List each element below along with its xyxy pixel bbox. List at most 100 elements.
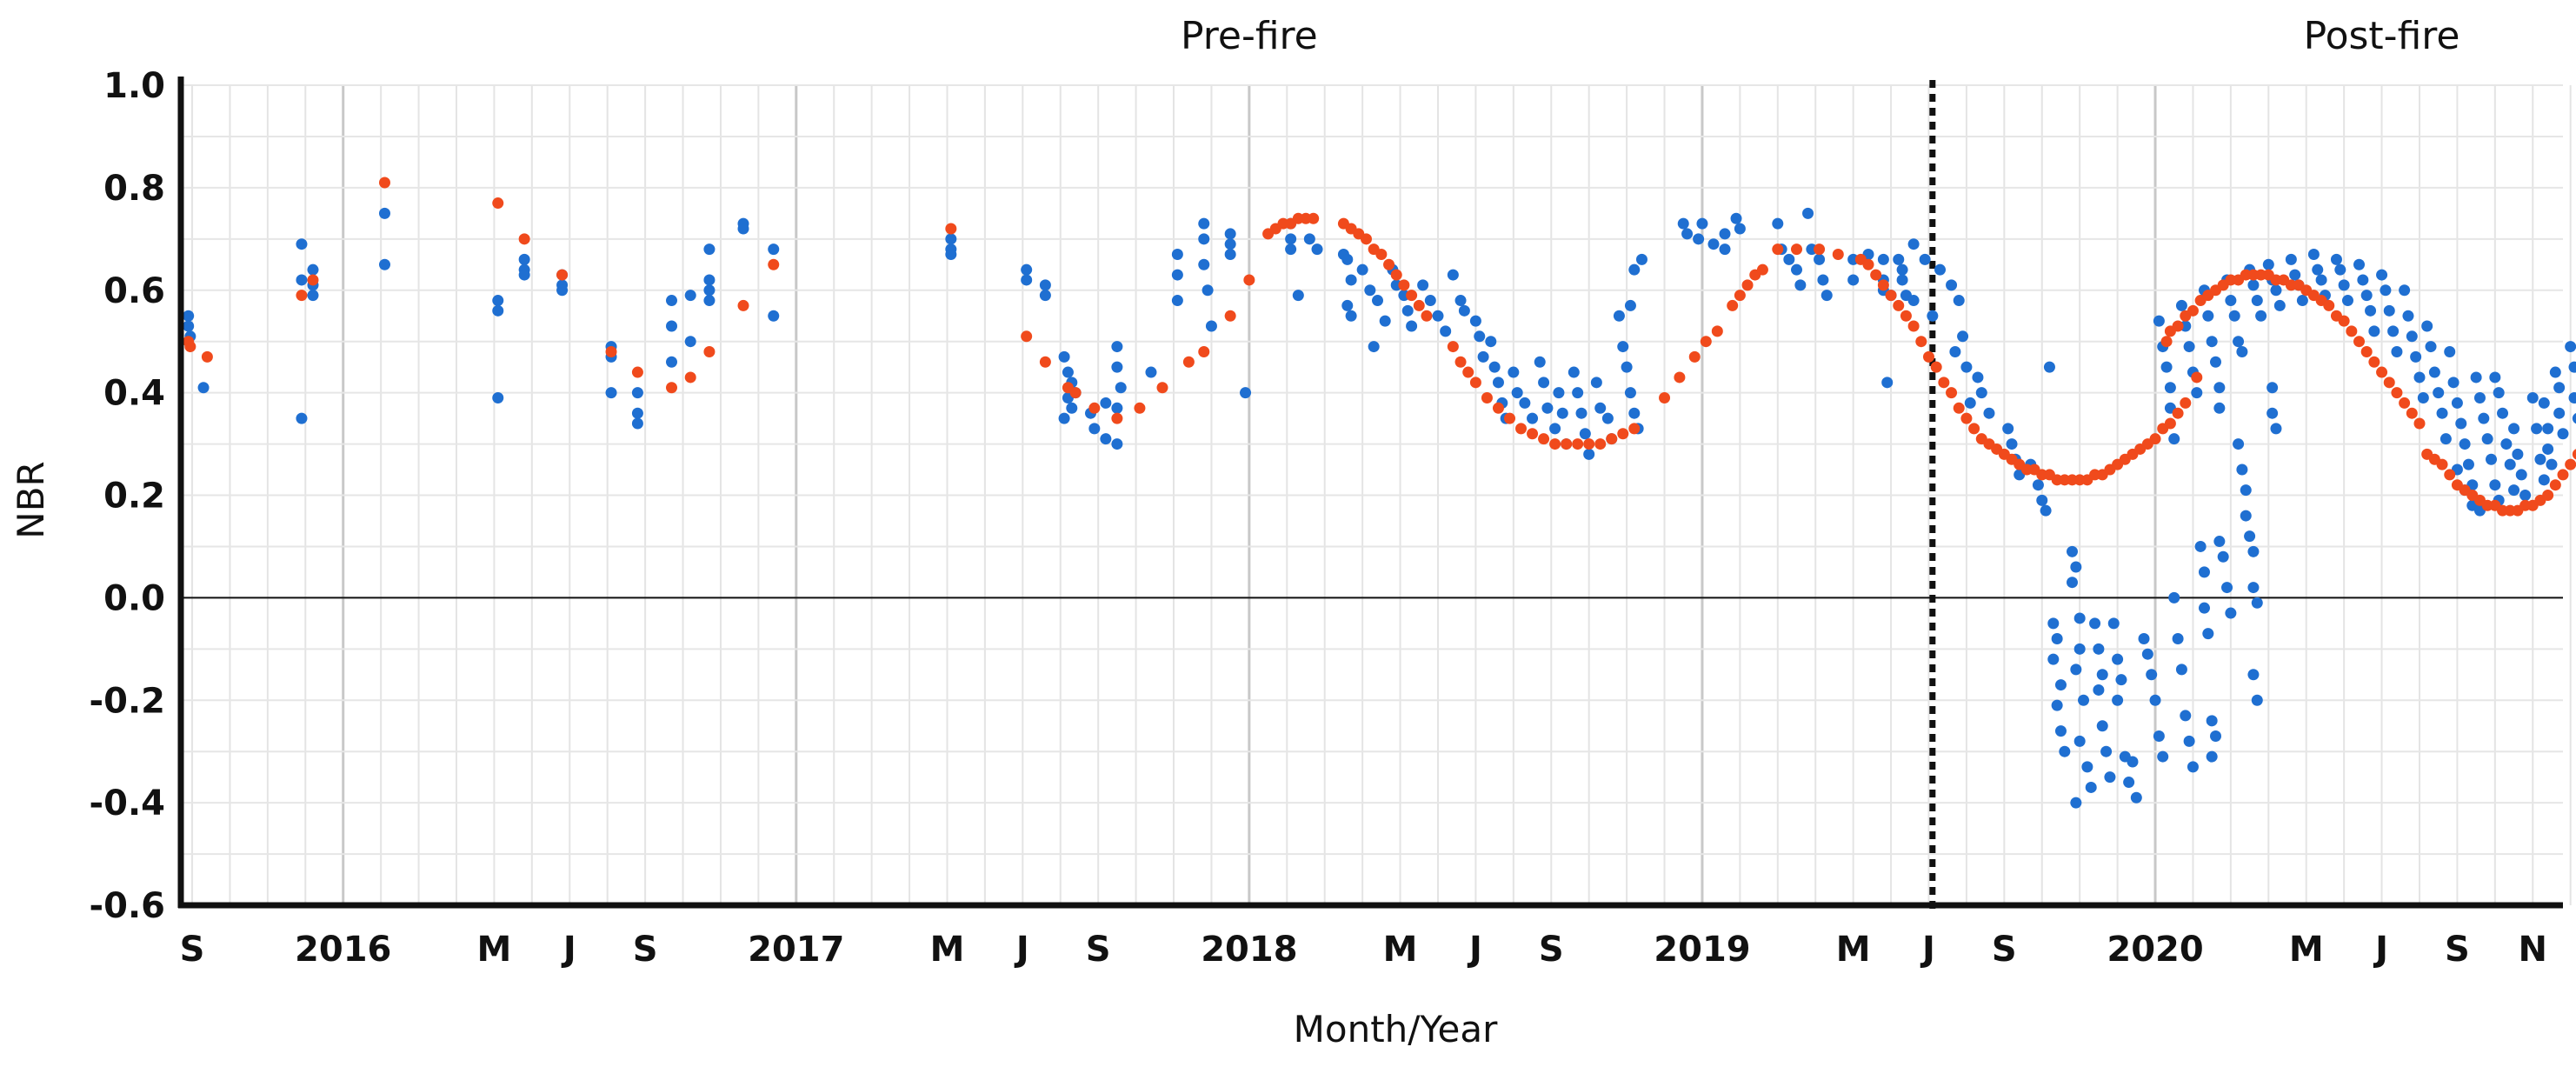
observed-point xyxy=(2054,679,2067,691)
fitted-point xyxy=(2187,304,2199,317)
observed-point xyxy=(1772,217,1784,230)
y-tick-label: 0.0 xyxy=(103,578,165,618)
fitted-point xyxy=(1481,392,1493,404)
fitted-point xyxy=(2406,407,2418,419)
fitted-point xyxy=(2338,315,2350,327)
fitted-point xyxy=(1156,382,1168,394)
fitted-point xyxy=(492,197,504,210)
observed-point xyxy=(2247,545,2260,557)
observed-point xyxy=(2542,423,2554,435)
observed-point xyxy=(1224,238,1236,250)
fitted-point xyxy=(1462,366,1474,378)
x-tick-label: S xyxy=(633,930,658,970)
observed-point xyxy=(2006,438,2018,450)
observed-point xyxy=(2568,361,2576,373)
observed-point xyxy=(1458,304,1470,317)
observed-point xyxy=(2247,669,2260,681)
observed-point xyxy=(1696,217,1708,230)
observed-point xyxy=(2251,597,2263,609)
observed-point xyxy=(703,284,716,297)
observed-point xyxy=(2051,699,2063,711)
fitted-point xyxy=(2164,417,2176,430)
y-tick-label: -0.6 xyxy=(90,886,165,926)
observed-point xyxy=(2206,750,2218,763)
x-tick-label: S xyxy=(180,930,205,970)
observed-point xyxy=(2096,669,2108,681)
observed-point xyxy=(1341,253,1354,265)
fitted-point xyxy=(201,350,213,363)
observed-point xyxy=(2266,382,2279,394)
observed-point xyxy=(2357,274,2369,286)
observed-point xyxy=(2149,694,2161,706)
observed-point xyxy=(2262,258,2274,270)
observed-point xyxy=(2568,392,2576,404)
fitted-point xyxy=(1243,274,1255,286)
fitted-point xyxy=(1549,438,1561,450)
fitted-point xyxy=(1893,299,1905,311)
observed-point xyxy=(2402,310,2414,322)
observed-point xyxy=(2497,407,2509,419)
observed-point xyxy=(1677,217,1689,230)
fitted-point xyxy=(1583,438,1595,450)
observed-point xyxy=(1379,315,1391,327)
fitted-point xyxy=(1734,290,1746,302)
x-tick-label: 2016 xyxy=(295,930,391,970)
observed-point xyxy=(1817,274,1829,286)
observed-point xyxy=(1205,320,1217,332)
observed-point xyxy=(2112,653,2124,665)
observed-point xyxy=(1111,341,1123,353)
observed-point xyxy=(2549,366,2561,378)
observed-point xyxy=(492,392,504,404)
y-tick-label: -0.2 xyxy=(90,681,165,721)
x-tick-label: J xyxy=(2373,930,2388,970)
fitted-series xyxy=(183,177,2576,517)
observed-point xyxy=(1896,274,1908,286)
observed-point xyxy=(2459,438,2471,450)
observed-point xyxy=(2210,356,2222,368)
observed-point xyxy=(2266,407,2279,419)
observed-point xyxy=(2073,612,2086,624)
observed-point xyxy=(2531,423,2543,435)
observed-point xyxy=(492,295,504,307)
observed-point xyxy=(684,336,696,348)
observed-point xyxy=(631,407,643,419)
observed-point xyxy=(2508,423,2520,435)
observed-point xyxy=(1719,228,1731,240)
observed-point xyxy=(1975,387,1987,399)
observed-point xyxy=(1447,269,1459,281)
observed-point xyxy=(2413,371,2426,383)
observed-point xyxy=(631,387,643,399)
fitted-point xyxy=(1503,412,1515,424)
observed-point xyxy=(1707,238,1720,250)
y-axis-title: NBR xyxy=(10,461,52,538)
fitted-point xyxy=(2360,345,2373,357)
observed-point xyxy=(2160,361,2173,373)
x-tick-label: S xyxy=(1992,930,2017,970)
observed-point xyxy=(1058,350,1070,363)
observed-point xyxy=(1538,377,1550,389)
observed-point xyxy=(2270,284,2282,297)
observed-point xyxy=(1345,310,1357,322)
fitted-point xyxy=(2172,320,2184,332)
observed-point xyxy=(2534,453,2546,465)
observed-point xyxy=(296,238,308,250)
observed-point xyxy=(1145,366,1157,378)
observed-point xyxy=(1568,366,1580,378)
observed-point xyxy=(1066,402,1078,414)
observed-point xyxy=(1292,290,1304,302)
observed-point xyxy=(2462,458,2474,470)
fitted-point xyxy=(2444,469,2456,481)
observed-point xyxy=(1100,433,1112,445)
fitted-point xyxy=(307,274,319,286)
fitted-point xyxy=(1814,243,1826,256)
fitted-point xyxy=(2172,407,2184,419)
observed-point xyxy=(2104,771,2116,784)
observed-point xyxy=(2244,530,2256,543)
y-tick-label: 0.6 xyxy=(103,271,165,311)
observed-point xyxy=(1628,263,1641,276)
observed-point xyxy=(2236,345,2248,357)
observed-point xyxy=(2054,725,2067,737)
observed-point xyxy=(2183,341,2195,353)
period-annotations: Pre-fire Post-fire xyxy=(1181,14,2460,58)
observed-point xyxy=(1881,377,1894,389)
